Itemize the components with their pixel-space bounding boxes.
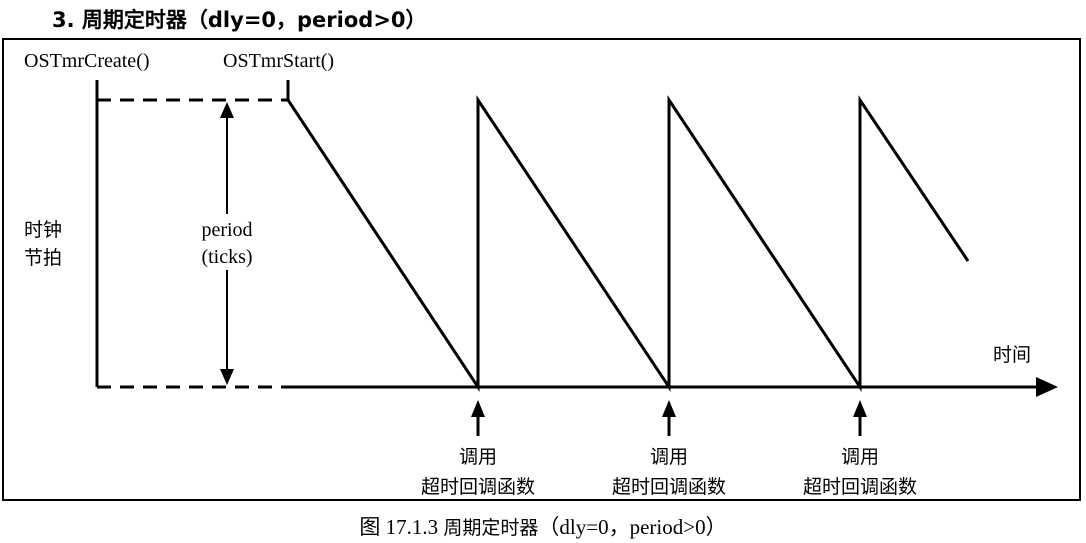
- period-label-line1: period: [201, 219, 252, 241]
- figure-caption: 图 17.1.3 周期定时器（dly=0，period>0）: [0, 511, 1086, 541]
- callback-label-line2: 超时回调函数: [803, 476, 917, 498]
- period-arrow-down-head: [220, 369, 234, 385]
- callback-label-line1: 调用: [650, 446, 688, 468]
- tick-countdown-waveform: [286, 95, 970, 392]
- diagram-frame: [2, 38, 1081, 501]
- period-label-line2: (ticks): [201, 246, 252, 268]
- callback-marker-1: 调用 超时回调函数: [421, 400, 535, 498]
- callback-label-line2: 超时回调函数: [612, 476, 726, 498]
- caption-title: 周期定时器: [443, 517, 539, 539]
- caption-prefix: 图 17.1.3: [359, 515, 444, 539]
- callback-label-line2: 超时回调函数: [421, 476, 535, 498]
- y-axis-label-line1: 时钟: [24, 219, 62, 241]
- callback-arrow-icon: [471, 400, 485, 417]
- caption-params: （dly=0，period>0）: [538, 515, 727, 539]
- time-axis-arrowhead: [1036, 377, 1058, 397]
- callback-label-line1: 调用: [459, 446, 497, 468]
- period-arrow-up-head: [220, 102, 234, 118]
- callback-arrow-icon: [853, 400, 867, 417]
- ostmrcreate-label: OSTmrCreate(): [24, 50, 150, 72]
- y-axis-label-line2: 节拍: [24, 247, 62, 269]
- time-axis-label: 时间: [993, 344, 1031, 366]
- callback-marker-3: 调用 超时回调函数: [803, 400, 917, 498]
- callback-marker-2: 调用 超时回调函数: [612, 400, 726, 498]
- section-heading: 3. 周期定时器（dly=0，period>0）: [52, 8, 427, 32]
- callback-arrow-icon: [662, 400, 676, 417]
- callback-label-line1: 调用: [841, 446, 879, 468]
- ostmrstart-label: OSTmrStart(): [223, 50, 334, 72]
